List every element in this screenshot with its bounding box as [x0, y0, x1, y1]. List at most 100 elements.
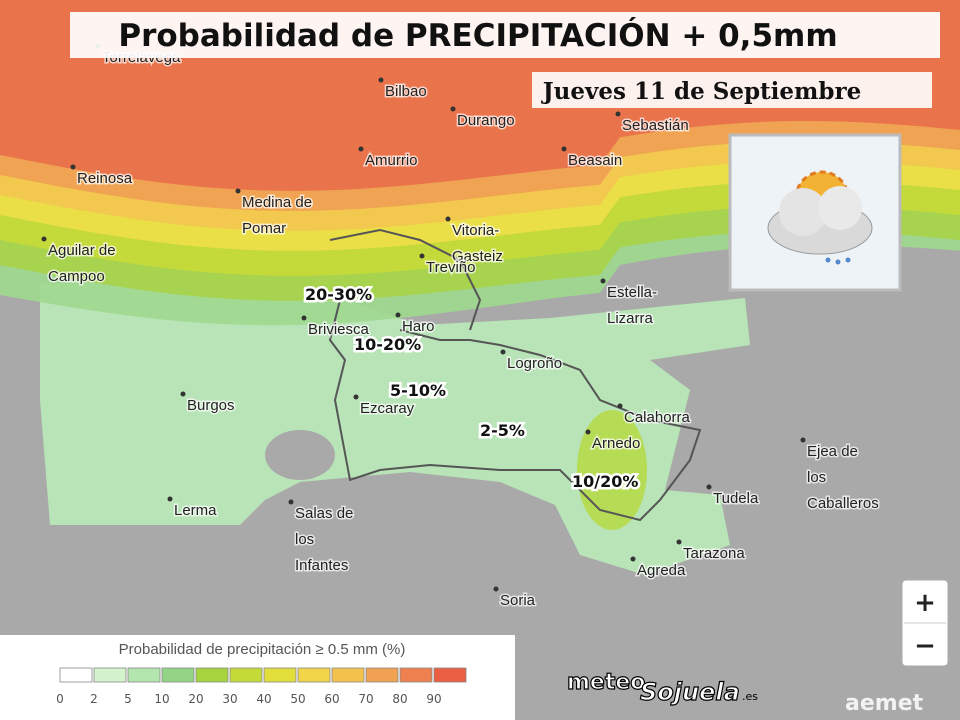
branding: meteo Sojuela .es aemet — [566, 669, 924, 716]
city-dot — [395, 312, 401, 318]
city-dot — [600, 278, 606, 284]
probability-label: 2-5% — [480, 421, 525, 440]
border — [329, 228, 482, 331]
legend-title: Probabilidad de precipitación ≥ 0.5 mm (… — [119, 641, 406, 658]
city-name: Aguilar de — [48, 242, 116, 259]
legend-tick: 90 — [426, 692, 441, 706]
city-dot — [561, 146, 567, 152]
legend-tick: 10 — [154, 692, 169, 706]
legend-swatch — [331, 667, 365, 683]
logo-domain: .es — [742, 690, 758, 703]
city-name: Pomar — [242, 220, 286, 237]
legend-swatch — [93, 667, 127, 683]
legend-swatch — [195, 667, 229, 683]
probability-label: 20-30% — [305, 285, 372, 304]
city-name: Medina de — [242, 194, 312, 211]
legend-tick: 60 — [324, 692, 339, 706]
cloud — [779, 188, 827, 236]
legend-swatch — [127, 667, 161, 683]
city-dot — [630, 556, 636, 562]
city-dot — [450, 106, 456, 112]
probability-label: 5-10% — [390, 381, 446, 400]
rain-drop — [835, 259, 841, 265]
probability-label: 10/20% — [572, 472, 638, 491]
precip-area — [577, 410, 647, 530]
city-name: Salas de — [295, 505, 353, 522]
title: Probabilidad de PRECIPITACIÓN + 0,5mm — [118, 17, 837, 54]
city-dot — [180, 391, 186, 397]
rain-drop — [825, 257, 831, 263]
city-name: Soria — [500, 592, 536, 609]
city-dot — [493, 586, 499, 592]
legend-tick: 0 — [56, 692, 64, 706]
legend-swatch — [161, 667, 195, 683]
city-name: Ejea de — [807, 443, 858, 460]
city-name: Lizarra — [607, 310, 654, 327]
city-dot — [41, 236, 47, 242]
city-dot — [676, 539, 682, 545]
weather-icon — [728, 133, 902, 292]
legend: Probabilidad de precipitación ≥ 0.5 mm (… — [0, 635, 515, 720]
legend-tick: 50 — [290, 692, 305, 706]
city-name: Vitoria- — [452, 222, 499, 239]
city-dot — [358, 146, 364, 152]
legend-swatch — [229, 667, 263, 683]
legend-swatch — [399, 667, 433, 683]
legend-tick: 80 — [392, 692, 407, 706]
city-name: Treviño — [426, 259, 475, 276]
city-name: Lerma — [174, 502, 217, 519]
city-dot — [800, 437, 806, 443]
logo-meteo: meteo — [567, 670, 645, 695]
borders — [328, 228, 702, 522]
city-name: Bilbao — [385, 83, 427, 100]
city-name: Tarazona — [683, 545, 745, 562]
legend-tick: 2 — [90, 692, 98, 706]
logo-aemet: aemet — [845, 691, 924, 716]
city-dot — [617, 403, 623, 409]
city-name: Logroño — [507, 355, 562, 372]
city-name: Beasain — [568, 152, 622, 169]
city-dot — [500, 349, 506, 355]
city-dot — [288, 499, 294, 505]
city-dot — [615, 111, 621, 117]
cloud — [818, 186, 862, 230]
city-name: Tudela — [713, 490, 759, 507]
probability-label: 10-20% — [354, 335, 421, 354]
probability-labels: 20-30% 10-20% 5-10% 2-5% 10/20% — [303, 283, 641, 494]
legend-tick: 40 — [256, 692, 271, 706]
zoom-in[interactable]: + — [914, 588, 936, 618]
city-dot — [167, 496, 173, 502]
city-name: Haro — [402, 318, 435, 335]
legend-swatch — [263, 667, 297, 683]
precip-area — [265, 430, 335, 480]
city-name: Burgos — [187, 397, 235, 414]
city-name: Arnedo — [592, 435, 640, 452]
zoom-control: + − — [901, 579, 949, 667]
city-dot — [70, 164, 76, 170]
city-dot — [419, 253, 425, 259]
city-name: Agreda — [637, 562, 686, 579]
city-name: los — [295, 531, 314, 548]
legend-swatch — [59, 667, 93, 683]
city-dot — [301, 315, 307, 321]
title-box — [70, 12, 940, 58]
precip-area — [40, 280, 750, 575]
legend-tick: 30 — [222, 692, 237, 706]
city-dot — [706, 484, 712, 490]
city-name: Amurrio — [365, 152, 418, 169]
city-dot — [585, 429, 591, 435]
city-name: Campoo — [48, 268, 105, 285]
logo-sojuela: Sojuela — [640, 678, 740, 706]
city-name: los — [807, 469, 826, 486]
city-name: Infantes — [295, 557, 348, 574]
city-name: Reinosa — [77, 170, 133, 187]
city-dot — [445, 216, 451, 222]
zoom-out[interactable]: − — [914, 631, 936, 661]
legend-tick: 20 — [188, 692, 203, 706]
rain-drop — [845, 257, 851, 263]
border — [328, 299, 702, 522]
city-dot — [378, 77, 384, 83]
city-name: Sebastián — [622, 117, 689, 134]
city-name: Ezcaray — [360, 400, 415, 417]
city-dot — [353, 394, 359, 400]
